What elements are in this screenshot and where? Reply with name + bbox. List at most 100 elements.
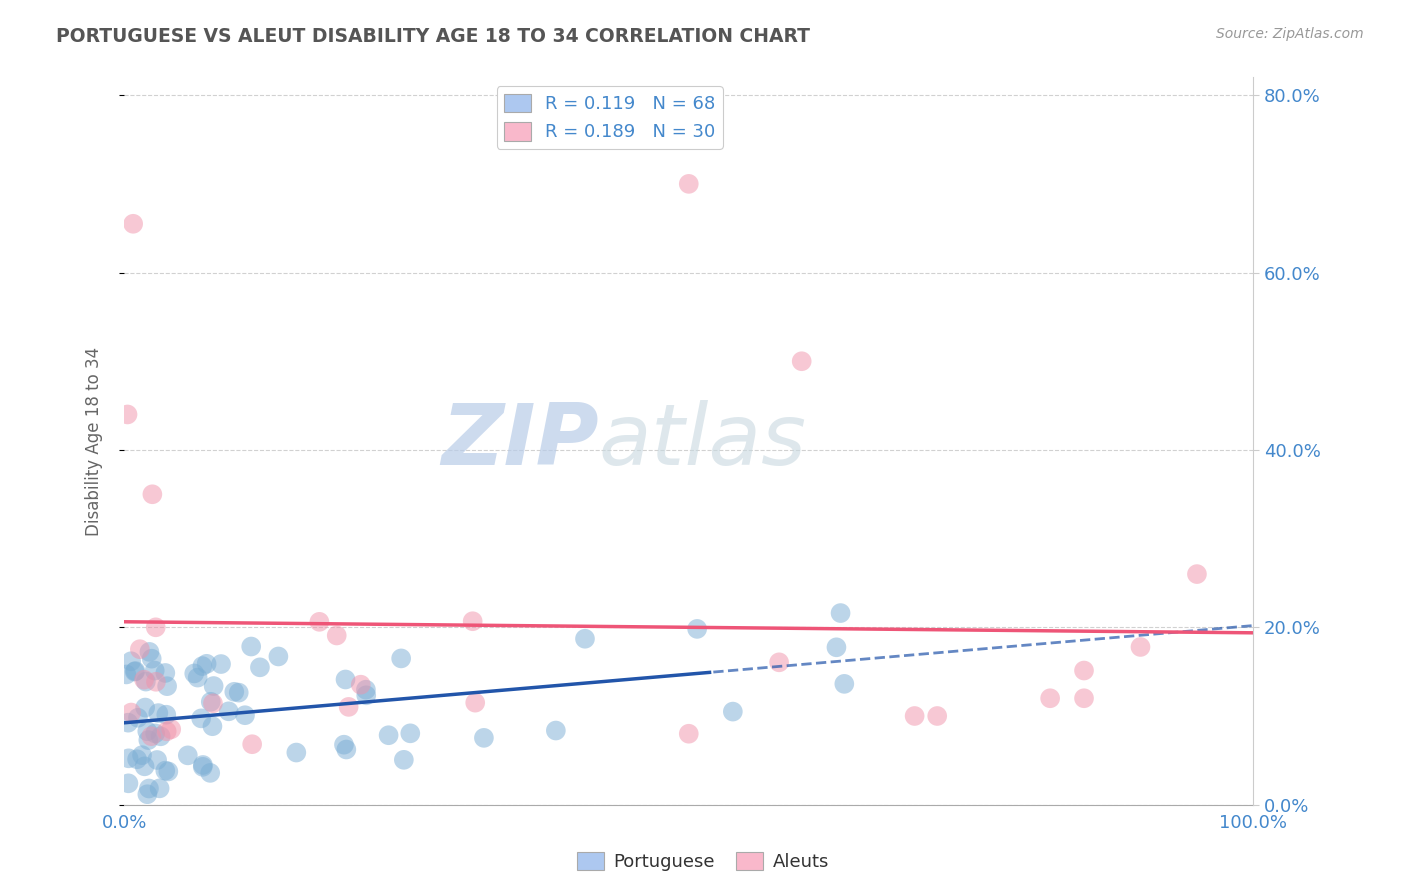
- Point: [124, 665, 146, 679]
- Point: [138, 781, 160, 796]
- Point: [544, 723, 567, 738]
- Point: [1073, 664, 1095, 678]
- Point: [148, 706, 170, 720]
- Point: [399, 726, 422, 740]
- Point: [120, 654, 142, 668]
- Point: [218, 704, 240, 718]
- Point: [191, 760, 214, 774]
- Point: [138, 645, 160, 659]
- Point: [134, 759, 156, 773]
- Point: [143, 726, 166, 740]
- Point: [141, 651, 163, 665]
- Point: [157, 764, 180, 779]
- Point: [183, 666, 205, 681]
- Point: [249, 660, 271, 674]
- Point: [122, 217, 145, 231]
- Point: [124, 664, 146, 678]
- Point: [177, 748, 200, 763]
- Point: [128, 642, 150, 657]
- Point: [149, 781, 172, 796]
- Point: [354, 688, 377, 702]
- Point: [200, 695, 222, 709]
- Point: [117, 751, 139, 765]
- Text: Source: ZipAtlas.com: Source: ZipAtlas.com: [1216, 27, 1364, 41]
- Point: [337, 699, 360, 714]
- Point: [156, 724, 179, 739]
- Point: [146, 753, 169, 767]
- Text: ZIP: ZIP: [441, 400, 599, 483]
- Point: [904, 709, 927, 723]
- Point: [155, 764, 177, 778]
- Point: [333, 738, 356, 752]
- Point: [187, 671, 209, 685]
- Point: [768, 656, 790, 670]
- Point: [132, 673, 155, 687]
- Point: [233, 708, 256, 723]
- Point: [1185, 567, 1208, 582]
- Point: [392, 753, 415, 767]
- Point: [574, 632, 596, 646]
- Point: [135, 674, 157, 689]
- Point: [350, 678, 373, 692]
- Point: [191, 659, 214, 673]
- Point: [136, 724, 159, 739]
- Point: [224, 685, 246, 699]
- Point: [285, 746, 308, 760]
- Point: [267, 649, 290, 664]
- Point: [127, 752, 149, 766]
- Point: [721, 705, 744, 719]
- Point: [136, 787, 159, 801]
- Point: [149, 729, 172, 743]
- Point: [335, 673, 357, 687]
- Point: [325, 628, 347, 642]
- Point: [131, 748, 153, 763]
- Point: [472, 731, 495, 745]
- Legend: Portuguese, Aleuts: Portuguese, Aleuts: [569, 845, 837, 879]
- Text: atlas: atlas: [599, 400, 807, 483]
- Point: [790, 354, 813, 368]
- Point: [240, 640, 263, 654]
- Point: [927, 709, 949, 723]
- Point: [678, 727, 700, 741]
- Point: [354, 682, 377, 697]
- Point: [120, 706, 142, 720]
- Point: [335, 742, 357, 756]
- Point: [160, 723, 183, 737]
- Point: [678, 177, 700, 191]
- Y-axis label: Disability Age 18 to 34: Disability Age 18 to 34: [86, 346, 103, 535]
- Point: [686, 622, 709, 636]
- Point: [228, 685, 250, 699]
- Point: [834, 677, 856, 691]
- Point: [1129, 640, 1152, 654]
- Point: [141, 729, 163, 743]
- Point: [136, 733, 159, 747]
- Point: [825, 640, 848, 655]
- Point: [1039, 691, 1062, 706]
- Point: [209, 657, 232, 671]
- Point: [143, 664, 166, 678]
- Point: [1073, 691, 1095, 706]
- Point: [115, 667, 138, 681]
- Point: [145, 620, 167, 634]
- Point: [201, 719, 224, 733]
- Point: [464, 696, 486, 710]
- Point: [308, 615, 330, 629]
- Point: [191, 758, 214, 772]
- Point: [830, 606, 852, 620]
- Point: [377, 728, 399, 742]
- Point: [195, 657, 218, 671]
- Point: [202, 679, 225, 693]
- Point: [190, 711, 212, 725]
- Point: [117, 776, 139, 790]
- Point: [117, 408, 139, 422]
- Point: [141, 487, 163, 501]
- Text: PORTUGUESE VS ALEUT DISABILITY AGE 18 TO 34 CORRELATION CHART: PORTUGUESE VS ALEUT DISABILITY AGE 18 TO…: [56, 27, 810, 45]
- Point: [200, 765, 222, 780]
- Point: [134, 700, 156, 714]
- Point: [117, 715, 139, 730]
- Legend: R = 0.119   N = 68, R = 0.189   N = 30: R = 0.119 N = 68, R = 0.189 N = 30: [496, 87, 723, 149]
- Point: [127, 711, 149, 725]
- Point: [155, 665, 177, 680]
- Point: [461, 614, 484, 628]
- Point: [240, 737, 263, 751]
